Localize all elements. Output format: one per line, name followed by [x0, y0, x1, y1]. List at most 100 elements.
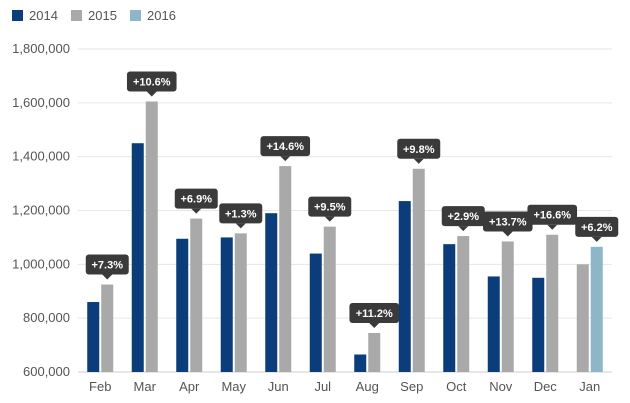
x-tick-label: Nov	[489, 379, 513, 394]
legend-swatch	[71, 10, 82, 21]
callout-box	[575, 216, 619, 237]
x-tick-label: Feb	[89, 379, 111, 394]
x-axis: Feb Mar Apr May Jun Jul Aug Sep Oct Nov Dec Jan	[89, 379, 600, 394]
callout-box	[397, 138, 441, 159]
callout-pointer	[280, 156, 291, 162]
bar-2014-may[interactable]	[220, 237, 233, 372]
growth-callout-may: +1.3%	[219, 203, 263, 229]
callout-pointer	[547, 224, 558, 230]
callout-box	[308, 196, 352, 217]
growth-callout-dec: +16.6%	[527, 204, 578, 230]
y-tick-label: 1,000,000	[12, 256, 70, 271]
callout-pointer	[102, 274, 113, 280]
callout-text: +14.6%	[266, 141, 304, 153]
bar-2014-mar[interactable]	[131, 143, 144, 372]
legend-swatch	[130, 10, 141, 21]
gridlines	[78, 48, 612, 373]
x-tick-label: Jul	[314, 379, 331, 394]
callout-text: +6.2%	[581, 222, 613, 234]
growth-callouts: +7.3% +10.6% +6.9% +1.3% +14.6% +9.5% +11.2% +9…	[85, 71, 619, 328]
callout-pointer	[458, 226, 469, 232]
growth-callout-apr: +6.9%	[174, 188, 218, 214]
y-tick-label: 1,200,000	[12, 203, 70, 218]
bar-2014-dec[interactable]	[532, 277, 545, 372]
bar-2014-jul[interactable]	[309, 253, 322, 372]
x-tick-label: Jun	[268, 379, 289, 394]
bar-2015-mar[interactable]	[145, 101, 158, 373]
callout-box	[260, 136, 311, 157]
legend-label: 2014	[29, 8, 58, 23]
callout-text: +6.9%	[181, 194, 213, 206]
x-tick-label: Aug	[356, 379, 379, 394]
bar-2015-feb[interactable]	[101, 284, 114, 372]
legend-item-2015[interactable]: 2015	[71, 8, 117, 23]
x-tick-label: Oct	[446, 379, 467, 394]
callout-pointer	[591, 236, 602, 242]
y-axis: 600,000 800,000 1,000,000 1,200,000 1,400,00…	[12, 41, 70, 379]
legend-label: 2016	[147, 8, 176, 23]
legend-swatch	[12, 10, 23, 21]
callout-text: +11.2%	[356, 308, 393, 320]
callout-box	[441, 206, 485, 227]
callout-text: +1.3%	[225, 208, 257, 220]
callout-pointer	[502, 231, 513, 237]
y-tick-label: 1,400,000	[12, 149, 70, 164]
bar-2014-nov[interactable]	[487, 276, 500, 372]
bar-2015-jan[interactable]	[576, 264, 589, 372]
callout-text: +7.3%	[92, 260, 124, 272]
bars	[87, 101, 603, 373]
x-tick-label: Jan	[579, 379, 600, 394]
y-tick-label: 600,000	[23, 364, 70, 379]
growth-callout-jan: +6.2%	[575, 216, 619, 242]
bar-2014-apr[interactable]	[176, 238, 189, 372]
growth-callout-sep: +9.8%	[397, 138, 441, 164]
x-tick-label: Apr	[179, 379, 200, 394]
bar-2015-dec[interactable]	[546, 234, 559, 372]
legend-label: 2015	[88, 8, 117, 23]
callout-pointer	[369, 322, 380, 328]
callout-pointer	[324, 216, 335, 222]
callout-box	[349, 302, 400, 323]
y-tick-label: 1,800,000	[12, 41, 70, 56]
growth-callout-oct: +2.9%	[441, 206, 485, 232]
growth-callout-nov: +13.7%	[482, 211, 533, 237]
callout-pointer	[413, 158, 424, 164]
bar-2014-aug[interactable]	[354, 354, 367, 372]
legend-item-2014[interactable]: 2014	[12, 8, 58, 23]
bar-2014-sep[interactable]	[398, 201, 411, 372]
bar-2015-nov[interactable]	[501, 241, 514, 372]
legend-item-2016[interactable]: 2016	[130, 8, 176, 23]
callout-text: +2.9%	[448, 211, 480, 223]
callout-text: +9.5%	[314, 202, 346, 214]
growth-callout-mar: +10.6%	[126, 71, 177, 97]
growth-callout-aug: +11.2%	[349, 302, 400, 328]
callout-text: +9.8%	[403, 144, 435, 156]
bar-2014-feb[interactable]	[87, 302, 100, 372]
callout-text: +10.6%	[133, 76, 171, 88]
bar-2014-jun[interactable]	[265, 213, 278, 372]
bar-2015-sep[interactable]	[412, 168, 425, 372]
bar-2015-apr[interactable]	[190, 218, 203, 372]
x-tick-label: Dec	[534, 379, 558, 394]
callout-pointer	[191, 208, 202, 214]
callout-text: +13.7%	[489, 216, 527, 228]
callout-box	[126, 71, 177, 92]
bar-2015-jul[interactable]	[323, 226, 336, 372]
bar-2016-jan[interactable]	[590, 246, 603, 372]
callout-box	[219, 203, 263, 224]
bar-2015-may[interactable]	[234, 233, 247, 372]
growth-callout-feb: +7.3%	[85, 254, 129, 280]
callout-box	[174, 188, 218, 209]
growth-callout-jul: +9.5%	[308, 196, 352, 222]
bar-2015-jun[interactable]	[279, 166, 292, 372]
x-tick-label: Mar	[134, 379, 157, 394]
x-tick-label: Sep	[400, 379, 423, 394]
x-tick-label: May	[221, 379, 246, 394]
bar-2015-aug[interactable]	[368, 332, 381, 372]
callout-pointer	[146, 91, 157, 97]
callout-box	[85, 254, 129, 275]
callout-box	[527, 204, 578, 225]
bar-2014-oct[interactable]	[443, 244, 456, 372]
bar-2015-oct[interactable]	[457, 236, 470, 372]
